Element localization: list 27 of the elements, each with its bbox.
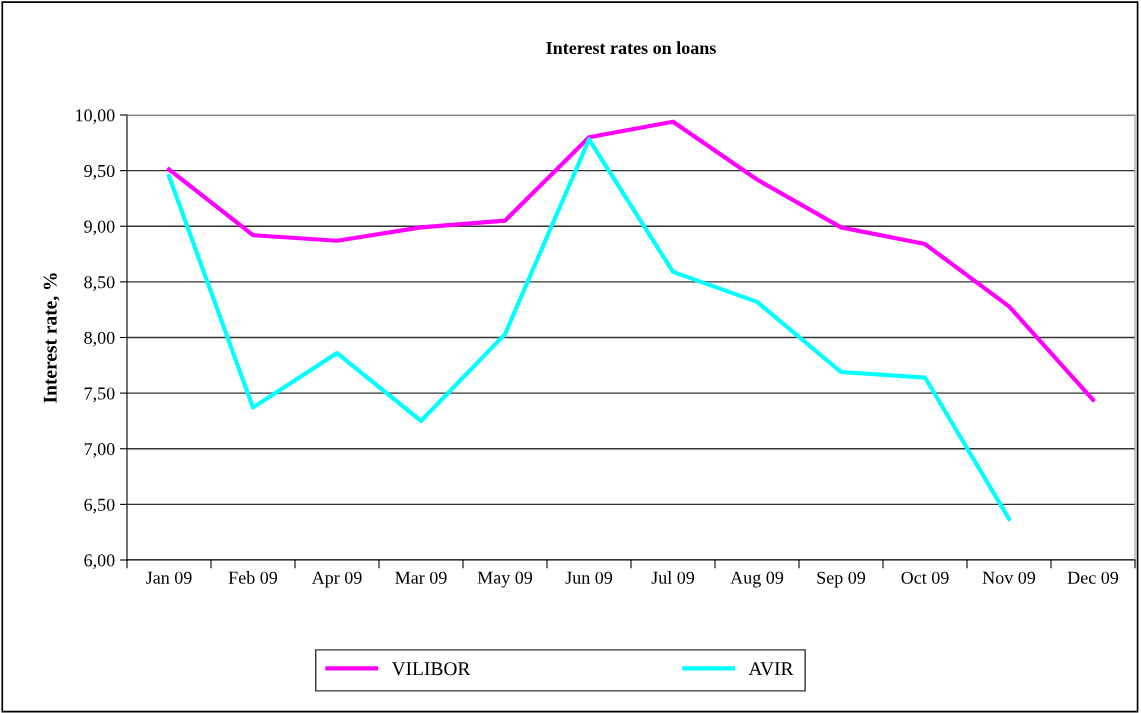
x-tick-label: Jul 09: [651, 571, 695, 584]
y-tick-label: 8,50: [84, 276, 115, 291]
chart-title: Interest rates on loans: [546, 41, 716, 55]
y-axis-title: Interest rate, %: [43, 273, 60, 403]
y-tick-label: 9,50: [84, 164, 115, 180]
y-tick-label: 8,00: [84, 331, 115, 347]
y-tick-label: 6,50: [84, 498, 115, 514]
y-tick-label: 7,00: [84, 443, 115, 458]
line-series: [166, 137, 1012, 521]
y-tick-label: 7,50: [84, 387, 115, 403]
x-tick-label: Dec 09: [1067, 571, 1119, 584]
x-tick-label: Oct 09: [901, 571, 949, 584]
x-tick-label: May 09: [477, 571, 533, 588]
x-tick-label: Aug 09: [730, 571, 784, 588]
line-series: [166, 119, 1096, 402]
x-tick-label: Mar 09: [395, 571, 447, 584]
x-tick-label: Apr 09: [311, 571, 362, 588]
x-tick-label: Jun 09: [565, 571, 613, 584]
y-tick-label: 9,00: [84, 220, 115, 236]
legend-label: VILIBOR: [391, 662, 471, 676]
y-tick-label: 10,00: [76, 109, 115, 125]
x-tick-label: Jan 09: [146, 571, 192, 584]
y-tick-label: 6,00: [84, 554, 115, 570]
x-tick-label: Feb 09: [228, 571, 278, 584]
x-tick-label: Sep 09: [817, 571, 866, 588]
legend-label: AVIR: [748, 662, 794, 676]
x-tick-label: Nov 09: [982, 571, 1036, 584]
